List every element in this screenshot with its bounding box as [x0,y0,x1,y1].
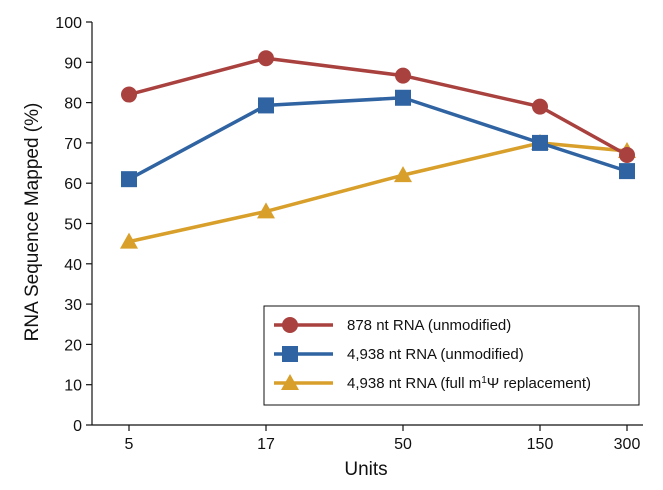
x-ticks: 5 17 50 150 300 [125,425,641,453]
legend-label: 4,938 nt RNA (unmodified) [347,346,524,363]
data-point [532,134,548,151]
x-axis-title: Units [344,459,387,480]
legend-item-3: 4,938 nt RNA (full m1Ψ replacement) [274,374,591,392]
data-point [258,50,274,67]
y-tick-label: 90 [64,55,82,72]
legend-label: 878 nt RNA (unmodified) [347,317,511,334]
x-tick-label: 17 [257,436,275,453]
x-tick-label: 150 [527,436,554,453]
x-tick-label: 5 [125,436,134,453]
legend: 878 nt RNA (unmodified) 4,938 nt RNA (unm… [263,305,640,406]
y-tick-label: 100 [55,15,82,32]
y-tick-label: 30 [64,297,82,314]
data-point [120,232,138,249]
data-point [394,166,412,183]
y-tick-label: 50 [64,217,82,234]
data-point [395,89,411,106]
data-point [532,98,548,115]
y-ticks: 0 10 20 30 40 50 60 70 80 90 100 [55,15,92,435]
legend-marker [282,317,298,333]
y-tick-label: 60 [64,176,82,193]
legend-marker [281,374,299,390]
x-tick-label: 300 [614,436,641,453]
y-axis-title: RNA Sequence Mapped (%) [22,103,43,342]
y-tick-label: 10 [64,378,82,395]
series-line [128,141,628,244]
data-point [258,97,274,114]
data-point [257,202,275,219]
series-2 [121,89,635,188]
y-tick-label: 70 [64,136,82,153]
data-point [121,171,137,188]
legend-item-1: 878 nt RNA (unmodified) [274,317,511,334]
series-3 [120,133,636,249]
series-1 [121,50,635,163]
legend-marker [282,346,298,362]
y-tick-label: 20 [64,337,82,354]
data-point [619,163,635,180]
data-point [395,67,411,84]
y-tick-label: 0 [73,418,82,435]
y-tick-label: 40 [64,257,82,274]
data-point [121,86,137,103]
legend-label: 4,938 nt RNA (full m1Ψ replacement) [347,375,591,393]
series-line [128,96,628,181]
x-tick-label: 50 [394,436,412,453]
data-point [619,146,635,163]
legend-item-2: 4,938 nt RNA (unmodified) [274,346,524,363]
y-tick-label: 80 [64,96,82,113]
series-layer [120,50,636,249]
